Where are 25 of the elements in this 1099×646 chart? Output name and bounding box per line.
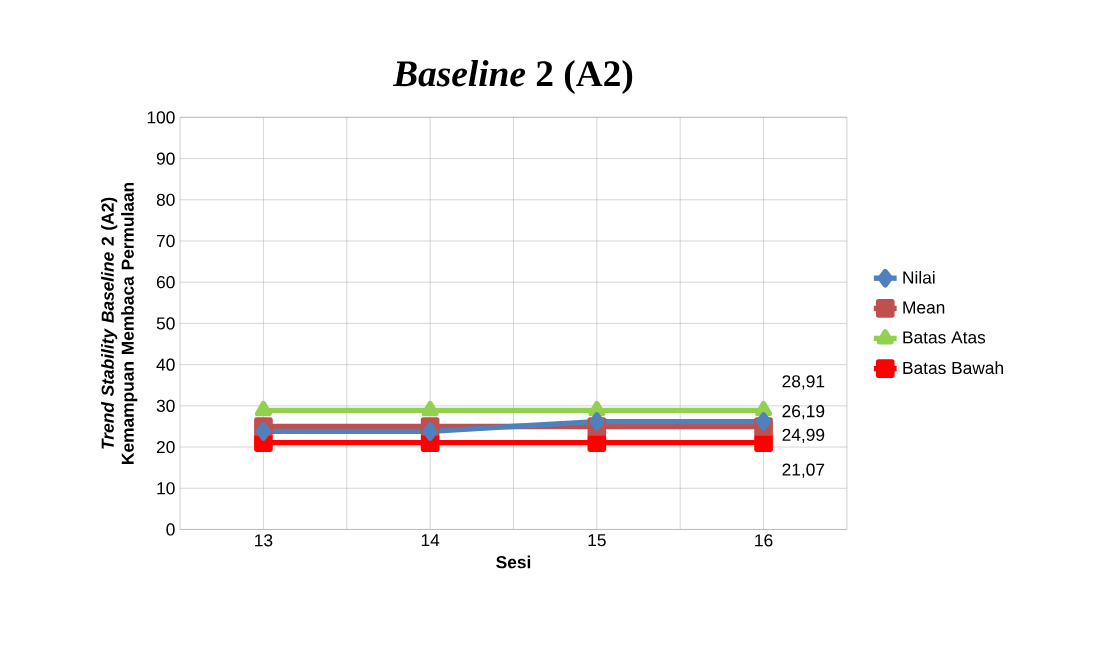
x-axis-title: Sesi [496,555,531,569]
x-tick-label: 13 [255,534,273,547]
data-label: 28,91 [782,375,825,390]
y-tick-label: 20 [156,441,175,454]
y-tick-label: 100 [147,111,175,124]
x-tick-label: 16 [755,534,773,547]
y-tick-label: 30 [156,399,175,413]
y-tick-label: 0 [166,523,175,536]
data-label: 24,99 [782,428,825,444]
y-tick-label: 90 [156,152,175,165]
y-tick-label: 40 [156,358,175,371]
x-tick-label: 15 [588,534,606,547]
legend-label: Batas Atas [903,331,986,344]
data-label: 26,19 [782,405,825,420]
legend-label: Mean [903,301,945,314]
legend-label: Batas Bawah [903,361,1003,375]
y-tick-label: 70 [156,235,175,248]
y-tick-label: 50 [156,317,175,330]
chart-title: Baseline 2 (A2) [392,60,633,95]
x-tick-label: 14 [421,534,440,547]
legend-label: Nilai [903,271,935,284]
y-tick-label: 60 [156,276,175,289]
data-label: 21,07 [782,463,825,479]
y-tick-label: 80 [156,193,175,207]
y-tick-label: 10 [157,482,175,495]
